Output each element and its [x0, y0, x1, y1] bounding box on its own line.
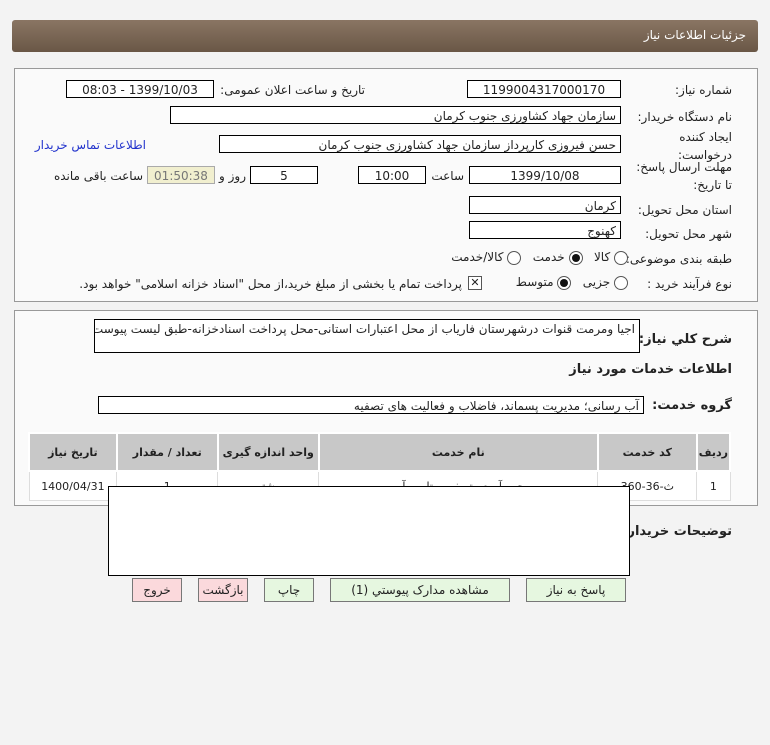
cell: ث-36-360 — [597, 470, 698, 501]
option-label: جزیی — [582, 275, 611, 289]
back-button[interactable]: بازگشت — [198, 578, 248, 602]
services-table: ردیف کد خدمت نام خدمت واحد اندازه گیری ت… — [28, 432, 732, 501]
buyer-contact-link[interactable]: اطلاعات تماس خریدار — [34, 138, 146, 152]
description-label: شرح کلي نياز: — [638, 332, 732, 347]
radio-kala-khedmat[interactable] — [507, 250, 522, 265]
exit-button[interactable]: خروج — [132, 578, 182, 602]
page-header: جزئیات اطلاعات نیاز — [12, 20, 758, 52]
payment-note: پرداخت تمام یا بخشی از مبلغ خرید،از محل … — [79, 277, 462, 291]
announce-label: تاریخ و ساعت اعلان عمومی: — [220, 83, 365, 97]
category-label: طبقه بندی موضوعی: — [625, 252, 732, 266]
radio-khedmat[interactable] — [568, 250, 583, 265]
creator-label-2: درخواست: — [678, 148, 732, 162]
announce-field: 1399/10/03 - 08:03 — [66, 80, 214, 98]
time-label: ساعت — [431, 169, 464, 183]
need-number-field: 1199004317000170 — [467, 80, 621, 98]
col-qty: تعداد / مقدار — [115, 432, 219, 472]
col-code: کد خدمت — [596, 432, 698, 472]
deadline-label-2: تا تاریخ: — [693, 178, 732, 192]
cell: 1400/04/31 — [28, 470, 118, 501]
category-radio-group: کالا خدمت کالا/خدمت — [451, 250, 628, 265]
remaining-time-field: 01:50:38 — [147, 166, 215, 184]
table-header: ردیف کد خدمت نام خدمت واحد اندازه گیری ت… — [28, 432, 732, 472]
radio-motevaset[interactable] — [557, 275, 572, 290]
option-label: کالا — [593, 250, 611, 264]
col-row: ردیف — [695, 432, 732, 472]
col-unit: واحد اندازه گیری — [216, 432, 320, 472]
process-radio-group: جزیی متوسط — [516, 275, 628, 290]
days-label: روز و — [219, 169, 246, 183]
deadline-label: مهلت ارسال پاسخ: — [636, 160, 732, 174]
days-field: 5 — [250, 166, 318, 184]
print-button[interactable]: چاپ — [264, 578, 314, 602]
attachments-button[interactable]: مشاهده مدارک پیوستي (1) — [330, 578, 510, 602]
service-group-label: گروه خدمت: — [652, 398, 732, 413]
option-label: خدمت — [532, 250, 565, 264]
deadline-date-field: 1399/10/08 — [469, 166, 621, 184]
city-label: شهر محل تحویل: — [645, 227, 732, 241]
page-title: جزئیات اطلاعات نیاز — [643, 28, 746, 42]
province-label: استان محل تحویل: — [637, 203, 732, 217]
services-section-title: اطلاعات خدمات مورد نیاز — [569, 362, 732, 377]
need-number-label: شماره نیاز: — [675, 83, 732, 97]
deadline-time-field: 10:00 — [358, 166, 426, 184]
need-info-panel — [14, 68, 758, 302]
option-label: کالا/خدمت — [451, 250, 504, 264]
buyer-notes-label: توضیحات خریدار: — [622, 524, 732, 539]
city-field: کهنوج — [469, 221, 621, 239]
radio-jozi[interactable] — [614, 275, 628, 290]
buyer-notes-field — [108, 486, 630, 576]
creator-label: ایجاد کننده — [679, 130, 732, 144]
payment-checkbox[interactable]: ✕ — [468, 276, 482, 290]
reply-button[interactable]: پاسخ به نیاز — [526, 578, 626, 602]
buyer-org-label: نام دستگاه خریدار: — [637, 110, 733, 124]
creator-field: حسن فیروزی کارپرداز سازمان جهاد کشاورزی … — [219, 135, 621, 153]
col-name: نام خدمت — [317, 432, 599, 472]
cell: 1 — [696, 470, 731, 501]
province-field: کرمان — [469, 196, 621, 214]
col-date: تاریخ نیاز — [28, 432, 118, 472]
option-label: متوسط — [515, 275, 554, 289]
radio-kala[interactable] — [614, 250, 628, 265]
process-label: نوع فرآیند خرید : — [647, 277, 732, 291]
service-group-field: آب رسانی؛ مدیریت پسماند، فاضلاب و فعالیت… — [98, 396, 644, 414]
description-field: اجیا ومرمت قنوات درشهرستان فاریاب از محل… — [94, 319, 640, 353]
buyer-org-field: سازمان جهاد کشاورزی جنوب کرمان — [170, 106, 621, 124]
remaining-label: ساعت باقی مانده — [53, 169, 143, 183]
